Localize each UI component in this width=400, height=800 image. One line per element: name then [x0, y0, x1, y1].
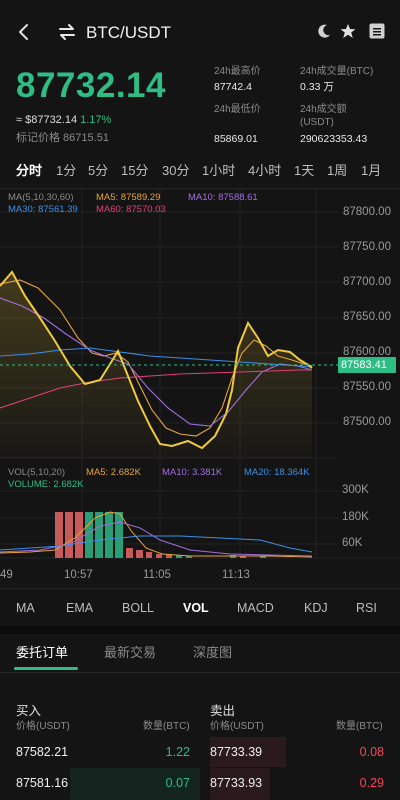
- bid-depth-bar: [70, 768, 200, 800]
- section-separator: [0, 626, 400, 634]
- low-label: 24h最低价: [214, 104, 261, 115]
- ma10-legend: MA10: 87588.61: [188, 192, 258, 203]
- bid-price-head: 价格(USDT): [16, 721, 70, 732]
- bid-price[interactable]: 87581.16: [16, 776, 69, 790]
- indicator-vol[interactable]: VOL: [183, 601, 209, 615]
- volume-value: 0.33 万: [300, 81, 334, 93]
- bid-qty[interactable]: 1.22: [165, 745, 190, 759]
- turnover-label: 24h成交额: [300, 104, 347, 115]
- price-chart[interactable]: [0, 188, 400, 588]
- last-price: 87732.14: [16, 66, 166, 105]
- timeframe-1m[interactable]: 1分: [56, 163, 77, 178]
- moon-icon[interactable]: [316, 23, 332, 39]
- bid-price[interactable]: 87582.21: [16, 745, 69, 759]
- time-tick: 11:13: [222, 569, 250, 581]
- tabs-divider: [0, 672, 400, 673]
- indicator-kdj[interactable]: KDJ: [304, 601, 328, 615]
- price-tick: 87550.00: [343, 381, 391, 393]
- vol-ma20-legend: MA20: 18.364K: [244, 467, 310, 478]
- menu-icon[interactable]: [369, 23, 385, 39]
- bid-qty[interactable]: 0.07: [165, 776, 190, 790]
- timeframe-1d[interactable]: 1天: [294, 163, 315, 178]
- volume-tick: 180K: [342, 511, 369, 523]
- trading-pair-title[interactable]: BTC/USDT: [86, 23, 171, 42]
- indicator-rsi[interactable]: RSI: [356, 601, 377, 615]
- high-value: 87742.4: [214, 81, 252, 93]
- vol-legend-header: VOL(5,10,20): [8, 467, 66, 478]
- timeframe-15m[interactable]: 15分: [121, 163, 149, 178]
- turnover-value: 290623353.43: [300, 133, 368, 145]
- buy-title: 买入: [16, 704, 42, 718]
- tab-underline: [14, 667, 78, 670]
- price-tick: 87800.00: [343, 206, 391, 218]
- timeframe-5m[interactable]: 5分: [88, 163, 109, 178]
- ask-qty[interactable]: 0.29: [359, 776, 384, 790]
- sell-title: 卖出: [210, 704, 236, 718]
- indicator-macd[interactable]: MACD: [237, 601, 274, 615]
- timeframe-1h[interactable]: 1小时: [202, 163, 236, 178]
- star-icon[interactable]: [340, 23, 356, 39]
- tab-depth[interactable]: 深度图: [193, 645, 233, 660]
- ask-price[interactable]: 87733.93: [210, 776, 263, 790]
- ask-depth-bar: [210, 768, 270, 800]
- indicator-ma[interactable]: MA: [16, 601, 35, 615]
- current-price-tag: 87583.41: [338, 357, 396, 373]
- swap-icon[interactable]: [58, 22, 76, 42]
- low-value: 85869.01: [214, 133, 258, 145]
- timeframe-divider: [0, 188, 400, 189]
- back-icon[interactable]: [14, 20, 34, 44]
- fiat-value: ≈ $87732.14: [16, 114, 78, 126]
- ask-qty-head: 数量(BTC): [336, 721, 383, 732]
- ma30-legend: MA30: 87561.39: [8, 204, 78, 215]
- volume-label: 24h成交量(BTC): [300, 66, 374, 77]
- timeframe-line[interactable]: 分时: [16, 163, 43, 178]
- timeframe-30m[interactable]: 30分: [162, 163, 190, 178]
- price-tick: 87600.00: [343, 346, 391, 358]
- chart-divider: [0, 588, 400, 589]
- ma5-legend: MA5: 87589.29: [96, 192, 161, 203]
- change-percent: 1.17%: [80, 114, 112, 126]
- ma60-legend: MA60: 87570.03: [96, 204, 166, 215]
- timeframe-1w[interactable]: 1周: [327, 163, 348, 178]
- tab-orders[interactable]: 委托订单: [16, 645, 69, 660]
- price-tick: 87500.00: [343, 416, 391, 428]
- price-tick: 87700.00: [343, 276, 391, 288]
- bid-qty-head: 数量(BTC): [143, 721, 190, 732]
- time-tick: 11:05: [143, 569, 171, 581]
- indicator-boll[interactable]: BOLL: [122, 601, 154, 615]
- timeframe-4h[interactable]: 4小时: [248, 163, 282, 178]
- ask-qty[interactable]: 0.08: [359, 745, 384, 759]
- price-tick: 87750.00: [343, 241, 391, 253]
- fiat-price: ≈ $87732.14 1.17%: [16, 113, 111, 127]
- top-bar: BTC/USDT: [0, 0, 400, 64]
- volume-tick: 300K: [342, 484, 369, 496]
- tab-trades[interactable]: 最新交易: [104, 645, 157, 660]
- high-label: 24h最高价: [214, 66, 261, 77]
- volume-legend: VOLUME: 2.682K: [8, 479, 84, 490]
- mark-price: 标记价格 86715.51: [16, 132, 109, 144]
- turnover-label-unit: (USDT): [300, 117, 334, 128]
- time-tick: 49: [0, 569, 13, 581]
- volume-bars: [55, 512, 266, 558]
- volume-tick: 60K: [342, 537, 363, 549]
- timeframe-1mo[interactable]: 1月: [361, 163, 382, 178]
- ask-depth-bar: [210, 737, 286, 767]
- time-tick: 10:57: [64, 569, 93, 581]
- vol-ma10-legend: MA10: 3.381K: [162, 467, 223, 478]
- ask-price-head: 价格(USDT): [210, 721, 264, 732]
- indicator-ema[interactable]: EMA: [66, 601, 94, 615]
- ma-legend-header: MA(5,10,30,60): [8, 192, 74, 203]
- ask-price[interactable]: 87733.39: [210, 745, 263, 759]
- price-tick: 87650.00: [343, 311, 391, 323]
- vol-ma5-legend: MA5: 2.682K: [86, 467, 141, 478]
